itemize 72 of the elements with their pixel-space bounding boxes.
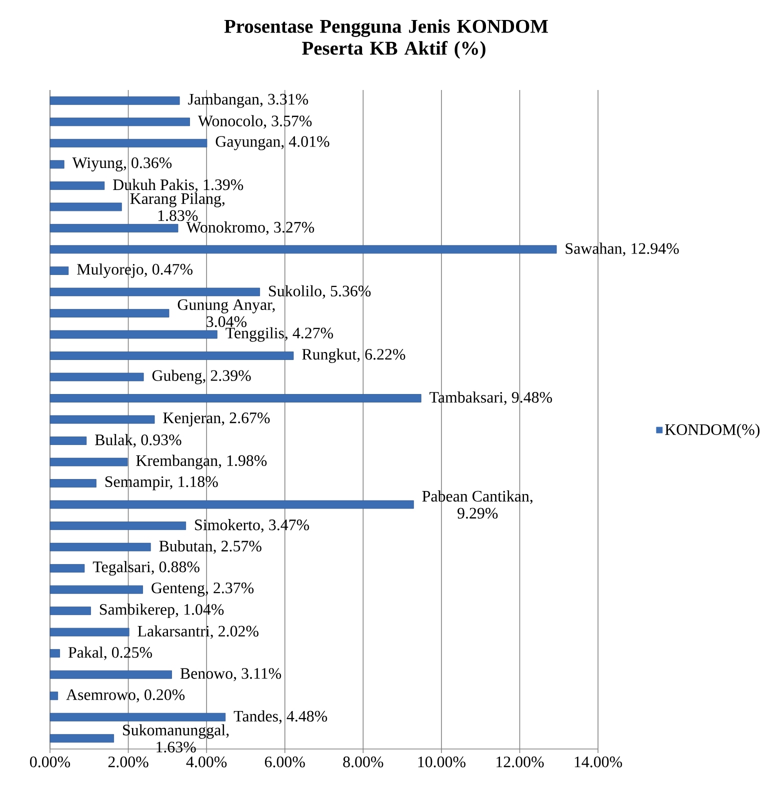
- bar: [50, 415, 155, 424]
- bar: [50, 522, 186, 530]
- bar: [50, 96, 180, 105]
- bar: [50, 564, 85, 573]
- data-label: Bulak, 0.93%: [95, 434, 182, 448]
- chart-title: Prosentase Pengguna Jenis KONDOM Peserta KB Aktif (%): [224, 19, 548, 59]
- bar: [50, 585, 143, 594]
- data-label: Sukomanunggal, 1.63%: [123, 724, 229, 753]
- x-tick-label: 8.00%: [343, 756, 384, 768]
- data-label: Lakarsantri, 2.02%: [138, 625, 258, 639]
- bar: [50, 160, 64, 169]
- data-label: Dukuh Pakis, 1.39%: [113, 178, 244, 192]
- x-tick-label: 14.00%: [574, 756, 622, 768]
- x-tick-label: 4.00%: [186, 756, 227, 768]
- data-label: Gayungan, 4.01%: [216, 136, 330, 150]
- bar: [50, 628, 130, 636]
- bar: [50, 288, 260, 296]
- data-label: Tambaksari, 9.48%: [430, 391, 552, 406]
- data-label: Tegalsari, 0.88%: [92, 561, 200, 576]
- bar: [50, 266, 69, 275]
- bar: [50, 458, 128, 466]
- bar: [50, 734, 114, 743]
- bar: [50, 224, 178, 232]
- bar: [50, 436, 87, 445]
- bar: [50, 500, 414, 509]
- data-label: Mulyorejo, 0.47%: [77, 263, 192, 278]
- x-tick-label: 12.00%: [496, 756, 544, 768]
- data-label: Tandes, 4.48%: [234, 710, 328, 724]
- data-label: Tenggilis, 4.27%: [226, 327, 334, 342]
- bar: [50, 712, 226, 722]
- data-label: Pabean Cantikan, 9.29%: [422, 490, 532, 519]
- bar: [50, 352, 294, 360]
- bar: [50, 394, 422, 402]
- bar: [50, 202, 122, 212]
- data-label: Wiyung, 0.36%: [72, 157, 172, 172]
- x-tick-label: 0.00%: [30, 756, 70, 768]
- data-label: Karang Pilang, 1.83%: [130, 192, 224, 222]
- data-label: Semampir, 1.18%: [105, 476, 218, 490]
- data-label: Benowo, 3.11%: [180, 668, 282, 682]
- data-label: Asemrowo, 0.20%: [66, 689, 185, 702]
- x-tick-label: 6.00%: [264, 756, 305, 768]
- bar: [50, 692, 58, 700]
- data-label: Wonokromo, 3.27%: [186, 221, 314, 235]
- legend-label: KONDOM(%): [665, 424, 760, 438]
- bar: [50, 309, 170, 318]
- bar: [50, 118, 190, 126]
- bar: [50, 330, 218, 339]
- data-label: Simokerto, 3.47%: [195, 519, 310, 533]
- bar: [50, 372, 144, 382]
- data-label: Wonocolo, 3.57%: [198, 115, 312, 129]
- data-label: Krembangan, 1.98%: [136, 454, 267, 470]
- bar: [50, 479, 96, 488]
- data-label: Sawahan, 12.94%: [566, 242, 679, 256]
- data-label: Gunung Anyar, 3.04%: [178, 299, 275, 328]
- x-tick-label: 10.00%: [418, 756, 466, 768]
- bar: [50, 606, 91, 616]
- data-label: Rungkut, 6.22%: [302, 348, 406, 363]
- bar: [50, 245, 557, 254]
- bar: [50, 181, 105, 190]
- bar: [50, 138, 208, 148]
- data-label: Sambikerep, 1.04%: [100, 604, 224, 618]
- data-label: Kenjeran, 2.67%: [163, 412, 270, 426]
- data-label: Genteng, 2.37%: [152, 582, 254, 597]
- data-label: Pakal, 0.25%: [68, 646, 152, 660]
- data-label: Bubutan, 2.57%: [159, 540, 262, 554]
- data-label: Sukolilo, 5.36%: [269, 285, 371, 299]
- bar: [50, 542, 151, 552]
- bar: [50, 670, 172, 679]
- bar: [50, 649, 60, 658]
- data-label: Gubeng, 2.39%: [152, 370, 251, 384]
- x-tick-label: 2.00%: [108, 756, 148, 768]
- data-label: Jambangan, 3.31%: [188, 93, 308, 108]
